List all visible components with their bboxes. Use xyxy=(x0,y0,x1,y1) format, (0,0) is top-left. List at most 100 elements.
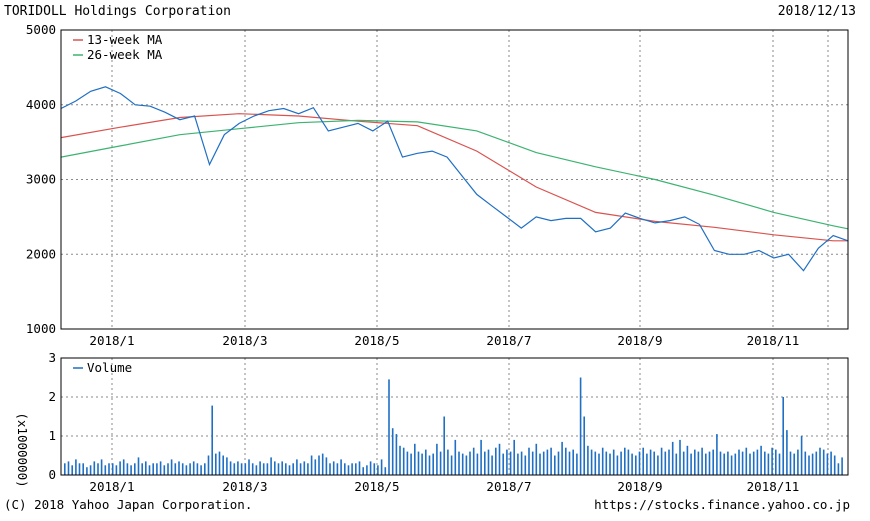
volume-bar xyxy=(506,449,508,475)
volume-bar xyxy=(638,451,641,475)
price-x-tick-label: 2018/11 xyxy=(747,333,800,348)
volume-bar xyxy=(631,453,633,475)
volume-bar xyxy=(686,445,689,476)
volume-bar xyxy=(399,445,401,476)
volume-bar xyxy=(734,453,737,475)
volume-bar xyxy=(811,453,814,475)
volume-bar xyxy=(572,449,574,475)
volume-bar xyxy=(145,461,147,475)
volume-bar xyxy=(775,449,777,475)
volume-bar xyxy=(159,461,162,475)
volume-bar xyxy=(612,449,615,475)
volume-bar xyxy=(89,465,92,476)
volume-bar xyxy=(461,453,464,475)
volume-bar xyxy=(447,449,449,475)
volume-bar xyxy=(347,465,350,476)
volume-bar xyxy=(542,451,545,475)
volume-bar xyxy=(605,451,608,475)
volume-bar xyxy=(616,455,619,475)
volume-bar xyxy=(369,461,372,475)
volume-bar xyxy=(244,463,247,475)
volume-bar xyxy=(436,443,438,475)
volume-bar xyxy=(340,459,342,475)
volume-bar xyxy=(388,379,390,475)
volume-bar xyxy=(318,455,320,475)
volume-x-tick-label: 2018/3 xyxy=(222,479,267,494)
company-name: TORIDOLL Holdings Corporation xyxy=(4,4,231,19)
volume-bar xyxy=(329,463,331,475)
volume-bar xyxy=(134,463,136,475)
volume-bar xyxy=(804,451,807,475)
volume-bar xyxy=(627,449,630,475)
volume-bar xyxy=(800,436,803,475)
volume-bar xyxy=(395,434,398,475)
volume-bar xyxy=(642,447,644,475)
volume-bar xyxy=(723,453,725,475)
series-line-13-week-ma xyxy=(60,113,848,242)
volume-bar xyxy=(609,453,611,475)
price-frame xyxy=(60,29,849,330)
volume-bar xyxy=(764,451,766,475)
volume-bar xyxy=(789,451,792,475)
volume-bar xyxy=(495,447,497,475)
volume-bar xyxy=(675,453,678,475)
volume-bar xyxy=(833,455,836,475)
volume-y-tick-label: 2 xyxy=(48,389,56,404)
volume-bar xyxy=(822,449,825,475)
volume-bar xyxy=(694,449,696,475)
volume-bar xyxy=(738,449,740,475)
volume-bar xyxy=(255,465,258,476)
price-x-tick-label: 2018/7 xyxy=(486,333,531,348)
chart-date: 2018/12/13 xyxy=(777,4,856,19)
copyright-text: (C) 2018 Yahoo Japan Corporation. xyxy=(4,497,253,512)
volume-bar xyxy=(321,453,324,475)
volume-bar xyxy=(170,459,173,475)
volume-bar xyxy=(826,453,829,475)
price-y-tick-label: 5000 xyxy=(26,22,56,37)
volume-bar xyxy=(111,463,114,475)
series-line-26-week-ma xyxy=(60,119,849,230)
volume-x-tick-label: 2018/5 xyxy=(354,479,399,494)
volume-bar xyxy=(406,451,409,475)
volume-bar xyxy=(122,459,125,475)
volume-bar xyxy=(296,459,298,475)
volume-bar xyxy=(649,449,652,475)
volume-bar xyxy=(520,451,523,475)
volume-bar xyxy=(587,445,589,476)
volume-bar xyxy=(502,453,504,475)
volume-bar xyxy=(259,461,261,475)
volume-bar xyxy=(192,461,195,475)
volume-bar xyxy=(97,463,99,475)
volume-bar xyxy=(557,451,560,475)
volume-bar xyxy=(355,463,357,475)
volume-bar xyxy=(75,459,77,475)
volume-bar xyxy=(196,463,199,475)
volume-bar xyxy=(454,439,457,475)
volume-bar xyxy=(152,463,154,475)
volume-bar xyxy=(200,465,202,476)
volume-bar xyxy=(657,455,659,475)
volume-bar xyxy=(469,451,471,475)
volume-bar xyxy=(443,416,445,475)
volume-bar xyxy=(476,453,479,475)
volume-bar xyxy=(760,445,762,476)
volume-bar xyxy=(310,455,313,475)
volume-bar xyxy=(841,457,843,475)
volume-bar xyxy=(215,453,217,475)
volume-y-axis-label: (x1000000) xyxy=(15,412,30,487)
volume-bar xyxy=(716,434,718,475)
volume-bar xyxy=(156,463,158,475)
volume-bar xyxy=(351,463,353,475)
volume-x-tick-label: 2018/11 xyxy=(747,479,800,494)
volume-bar xyxy=(266,463,269,475)
volume-bar xyxy=(528,447,530,475)
volume-bar xyxy=(93,461,96,475)
volume-bar xyxy=(325,457,328,475)
volume-bar xyxy=(793,453,795,475)
volume-bar xyxy=(756,449,759,475)
volume-bar xyxy=(428,455,431,475)
volume-bar xyxy=(590,449,593,475)
volume-panel: 0 1 2 3 Volume 2018/1 2018/3 2018/5 2018/7 2018/9… xyxy=(48,350,849,494)
volume-bar xyxy=(635,455,637,475)
